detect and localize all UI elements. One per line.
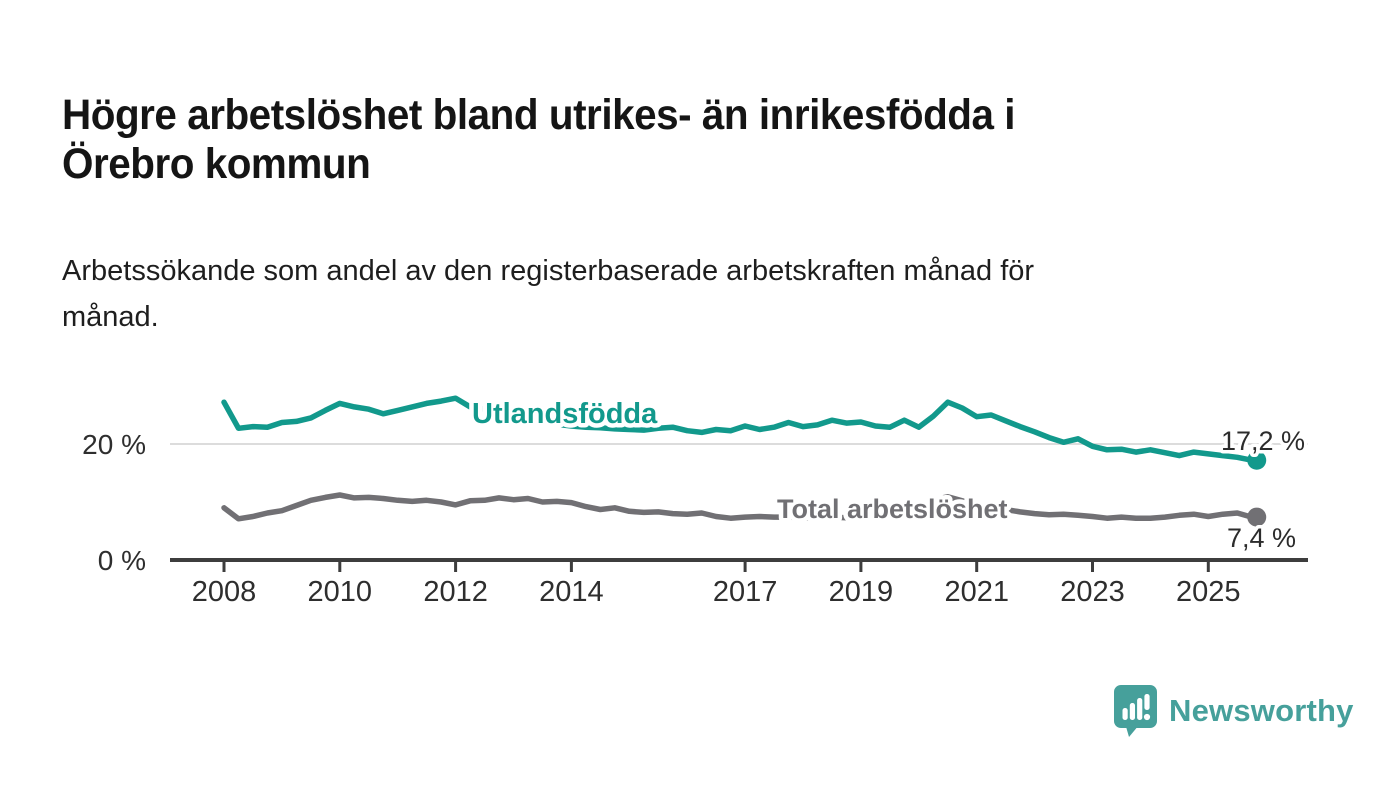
x-tick-label: 2025 — [1176, 576, 1241, 608]
series-label-utlandsfodda: Utlandsfödda — [472, 398, 658, 430]
bar-chart-speech-bubble-icon — [1114, 685, 1157, 737]
series-label-total-arbetsloshet: Total arbetslöshet — [777, 494, 1008, 524]
chart-canvas: 0 % 20 % 2008 2010 2012 2014 2017 2019 2021 2023 2… — [82, 394, 1308, 609]
x-tick-label: 2023 — [1060, 576, 1125, 608]
subtitle-line-2: månad. — [62, 301, 159, 333]
page-title: Högre arbetslöshet bland utrikes- än inr… — [62, 90, 1016, 189]
end-dot-utlandsfodda — [1247, 450, 1267, 470]
x-tick-label: 2014 — [539, 576, 604, 608]
newsworthy-logo: Newsworthy — [1113, 684, 1354, 737]
x-tick-label: 2008 — [192, 576, 257, 608]
unemployment-line-chart: 0 % 20 % 2008 2010 2012 2014 2017 2019 2021 2023 2… — [0, 370, 1400, 620]
x-tick-label: 2012 — [423, 576, 488, 608]
end-value-label-utlandsfodda: 17,2 % — [1221, 426, 1305, 456]
x-tick-label: 2019 — [829, 576, 894, 608]
subtitle-line-1: Arbetssökande som andel av den registerb… — [62, 255, 1035, 287]
series-line-total-arbetsloshet — [221, 492, 1255, 522]
y-tick-label: 20 % — [82, 429, 146, 460]
series-line-utlandsfodda — [221, 395, 1255, 463]
end-value-label-total-arbetsloshet: 7,4 % — [1227, 523, 1296, 553]
y-tick-label: 0 % — [98, 545, 146, 576]
x-tick-label: 2021 — [944, 576, 1009, 608]
title-line-2: Örebro kommun — [62, 139, 371, 188]
x-tick-label: 2010 — [308, 576, 373, 608]
chart-subtitle: Arbetssökande som andel av den registerb… — [62, 248, 1034, 340]
end-dot-total-arbetsloshet — [1247, 507, 1267, 527]
brand-wordmark: Newsworthy — [1169, 692, 1354, 728]
x-tick-label: 2017 — [713, 576, 778, 608]
title-line-1: Högre arbetslöshet bland utrikes- än inr… — [62, 90, 1016, 139]
